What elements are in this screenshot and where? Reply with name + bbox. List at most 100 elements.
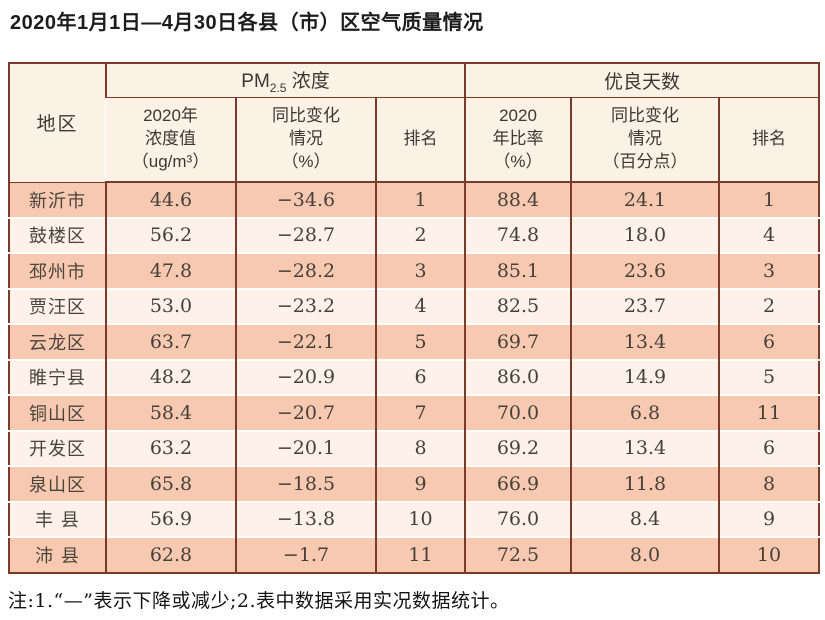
region-cell: 新沂市 <box>9 182 106 218</box>
value-cell: −20.7 <box>235 394 376 431</box>
group-header-row: 地区 PM2.5 浓度 优良天数 <box>9 63 820 183</box>
table-row: 邳州市 47.8 −28.2 3 85.1 23.6 3 <box>9 252 820 289</box>
page-title: 2020年1月1日—4月30日各县（市）区空气质量情况 <box>10 12 484 34</box>
value-cell: 23.7 <box>570 287 719 324</box>
value-cell: 8.4 <box>570 500 719 537</box>
value-cell: 2 <box>375 216 465 253</box>
value-cell: 88.4 <box>464 182 571 218</box>
value-cell: 9 <box>375 465 465 502</box>
table-row: 开发区 63.2 −20.1 8 69.2 13.4 6 <box>9 429 820 466</box>
value-cell: −1.7 <box>235 536 376 573</box>
value-cell: 13.4 <box>570 323 719 360</box>
value-cell: 3 <box>717 252 820 289</box>
value-cell: 63.2 <box>105 429 236 466</box>
table-row: 睢宁县 48.2 −20.9 6 86.0 14.9 5 <box>9 358 820 395</box>
region-cell: 云龙区 <box>9 323 106 360</box>
value-cell: 63.7 <box>105 323 236 360</box>
air-quality-table: 地区 PM2.5 浓度 优良天数 2020年 浓度值 （ug/m³） 同比变化 … <box>8 62 821 574</box>
region-cell: 铜山区 <box>9 394 106 431</box>
value-cell: 86.0 <box>464 358 571 395</box>
value-cell: 82.5 <box>464 287 571 324</box>
table-body: 新沂市 44.6 −34.6 1 88.4 24.1 1 鼓楼区 56.2 −28.7 2 74.8 1… <box>9 182 820 573</box>
value-cell: 70.0 <box>464 394 571 431</box>
region-cell: 睢宁县 <box>9 358 106 395</box>
value-cell: 74.8 <box>464 216 571 253</box>
value-cell: 24.1 <box>570 182 719 218</box>
table-row: 新沂市 44.6 −34.6 1 88.4 24.1 1 <box>9 182 820 218</box>
value-cell: 11.8 <box>570 465 719 502</box>
value-cell: 69.7 <box>464 323 571 360</box>
value-cell: 72.5 <box>464 536 571 573</box>
sub-header-row: 2020年 浓度值 （ug/m³） 同比变化 情况 （%） 排名 2020 年比… <box>9 97 820 183</box>
pm25-group-header: PM2.5 浓度 <box>105 63 465 98</box>
value-cell: −34.6 <box>235 182 376 218</box>
pm-suffix: 浓度 <box>286 71 330 93</box>
value-cell: −28.2 <box>235 252 376 289</box>
value-cell: 76.0 <box>464 500 571 537</box>
table-row: 鼓楼区 56.2 −28.7 2 74.8 18.0 4 <box>9 216 820 253</box>
value-cell: −28.7 <box>235 216 376 253</box>
region-column-header: 地区 <box>9 63 106 183</box>
value-cell: 6 <box>717 429 820 466</box>
value-cell: 3 <box>375 252 465 289</box>
region-cell: 鼓楼区 <box>9 216 106 253</box>
value-cell: 5 <box>717 358 820 395</box>
value-cell: 10 <box>717 536 820 573</box>
value-cell: 62.8 <box>105 536 236 573</box>
table-row: 贾汪区 53.0 −23.2 4 82.5 23.7 2 <box>9 287 820 324</box>
value-cell: 58.4 <box>105 394 236 431</box>
value-cell: 53.0 <box>105 287 236 324</box>
value-cell: 5 <box>375 323 465 360</box>
region-cell: 丰 县 <box>9 500 106 537</box>
value-cell: 6 <box>375 358 465 395</box>
value-cell: 85.1 <box>464 252 571 289</box>
value-cell: 4 <box>375 287 465 324</box>
value-cell: 69.2 <box>464 429 571 466</box>
value-cell: 8 <box>375 429 465 466</box>
value-cell: −23.2 <box>235 287 376 324</box>
pm-subscript: 2.5 <box>269 80 287 95</box>
value-cell: 8 <box>717 465 820 502</box>
value-cell: 11 <box>717 394 820 431</box>
value-cell: 10 <box>375 500 465 537</box>
value-cell: 66.9 <box>464 465 571 502</box>
pm-rank-header: 排名 <box>375 97 465 183</box>
region-cell: 贾汪区 <box>9 287 106 324</box>
region-cell: 开发区 <box>9 429 106 466</box>
value-cell: 23.6 <box>570 252 719 289</box>
value-cell: 2 <box>717 287 820 324</box>
value-cell: −20.1 <box>235 429 376 466</box>
value-cell: 13.4 <box>570 429 719 466</box>
table-row: 铜山区 58.4 −20.7 7 70.0 6.8 11 <box>9 394 820 431</box>
value-cell: 6 <box>717 323 820 360</box>
value-cell: 14.9 <box>570 358 719 395</box>
value-cell: 1 <box>717 182 820 218</box>
value-cell: −20.9 <box>235 358 376 395</box>
table-row: 沛 县 62.8 −1.7 11 72.5 8.0 10 <box>9 536 820 573</box>
value-cell: 11 <box>375 536 465 573</box>
value-cell: 1 <box>375 182 465 218</box>
pm-value-header: 2020年 浓度值 （ug/m³） <box>106 97 236 183</box>
good-days-group-header: 优良天数 <box>463 63 820 98</box>
value-cell: 44.6 <box>105 182 236 218</box>
value-cell: −22.1 <box>235 323 376 360</box>
value-cell: 48.2 <box>105 358 236 395</box>
value-cell: −18.5 <box>235 465 376 502</box>
value-cell: 47.8 <box>105 252 236 289</box>
pm-change-header: 同比变化 情况 （%） <box>235 97 376 183</box>
value-cell: 56.9 <box>105 500 236 537</box>
table-header: 地区 PM2.5 浓度 优良天数 2020年 浓度值 （ug/m³） 同比变化 … <box>9 63 820 183</box>
value-cell: 7 <box>375 394 465 431</box>
region-cell: 沛 县 <box>9 536 106 573</box>
value-cell: −13.8 <box>235 500 376 537</box>
region-cell: 邳州市 <box>9 252 106 289</box>
table-row: 泉山区 65.8 −18.5 9 66.9 11.8 8 <box>9 465 820 502</box>
value-cell: 6.8 <box>570 394 719 431</box>
value-cell: 4 <box>717 216 820 253</box>
value-cell: 56.2 <box>105 216 236 253</box>
value-cell: 9 <box>717 500 820 537</box>
pm-label: PM <box>241 71 270 93</box>
footnote: 注:1.“—”表示下降或减少;2.表中数据采用实况数据统计。 <box>8 590 510 612</box>
value-cell: 65.8 <box>105 465 236 502</box>
